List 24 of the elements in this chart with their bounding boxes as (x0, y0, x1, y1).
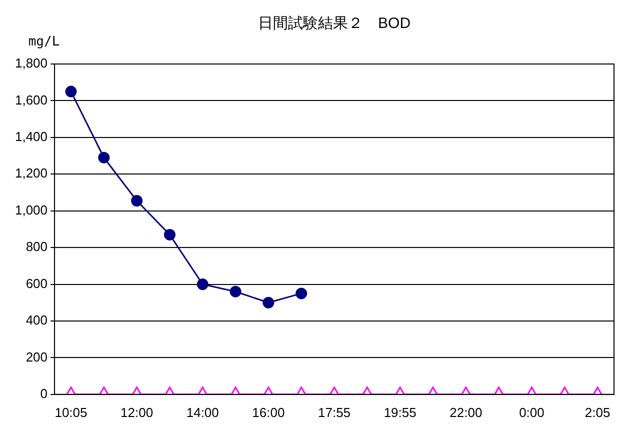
y-tick-label: 1,200 (14, 166, 48, 181)
x-tick-label: 19:55 (384, 404, 416, 420)
x-tick-label: 17:55 (318, 404, 351, 420)
point (98, 152, 110, 164)
point (131, 195, 143, 206)
x-tick-label: 14:00 (186, 404, 219, 420)
x-tick-label: 0:00 (519, 404, 544, 420)
y-tick-label: 400 (26, 312, 48, 328)
x-tick-label: 22:00 (450, 404, 482, 420)
x-tick-label: 10:05 (54, 404, 88, 420)
y-axis-title: mg/L (28, 34, 60, 50)
y-tick-label: 1,400 (14, 129, 48, 144)
y-tick-label: 600 (26, 276, 48, 291)
y-tick-label: 1,600 (14, 92, 48, 108)
y-tick-label: 0 (40, 386, 48, 401)
y-tick-label: 1,000 (14, 202, 48, 218)
y-tick-label: 200 (26, 349, 48, 364)
chart-title: 日間試験結果２ BOD (258, 15, 411, 32)
x-tick-label: 2:05 (584, 404, 610, 420)
x-tick-label: 12:00 (120, 404, 154, 420)
point (164, 228, 176, 240)
y-tick-label: 1,800 (14, 56, 48, 71)
x-tick-label: 16:00 (252, 404, 285, 420)
y-tick-label: 800 (26, 239, 48, 254)
